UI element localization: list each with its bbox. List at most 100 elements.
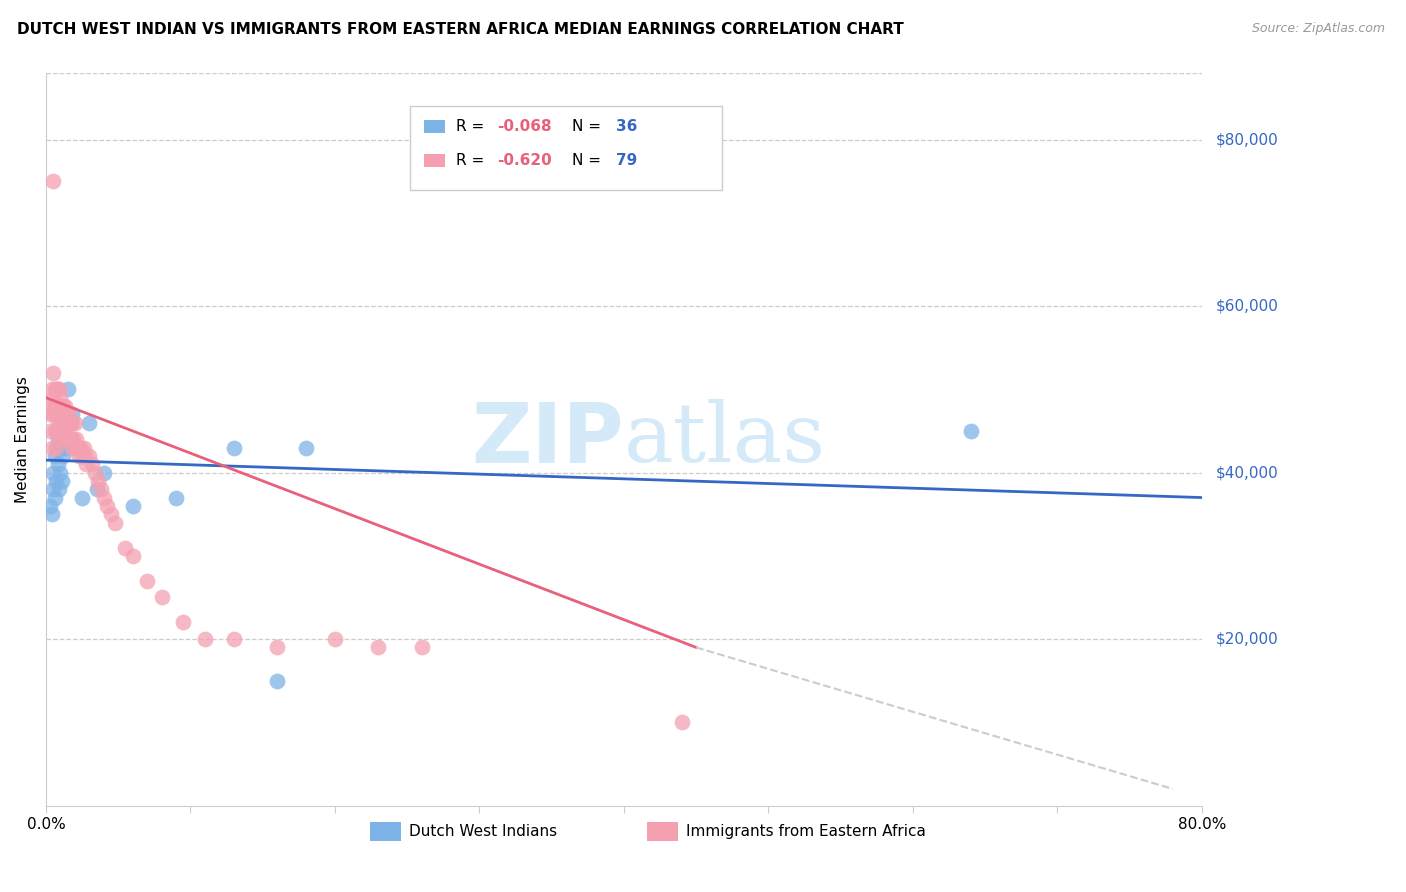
Point [45, 424, 67, 438]
Point [55, 407, 77, 421]
Point [42, 482, 65, 496]
Point [44, 382, 66, 396]
Point [45, 441, 67, 455]
Point [45, 407, 67, 421]
Text: Immigrants from Eastern Africa: Immigrants from Eastern Africa [686, 824, 927, 839]
Point [367, 640, 389, 655]
Point [41, 441, 63, 455]
Point [121, 499, 143, 513]
Point [104, 516, 127, 530]
Point [93, 466, 115, 480]
Text: -0.068: -0.068 [496, 119, 551, 134]
Point [41, 399, 63, 413]
Point [49, 432, 72, 446]
Text: 79: 79 [616, 153, 637, 169]
Text: -0.620: -0.620 [496, 153, 551, 169]
Point [52, 416, 75, 430]
Point [41, 382, 63, 396]
Point [73, 449, 96, 463]
Point [46, 399, 69, 413]
Text: $60,000: $60,000 [1216, 299, 1278, 314]
Point [323, 632, 346, 646]
Point [46, 382, 69, 396]
Point [48, 424, 70, 438]
Point [51, 474, 73, 488]
Text: Dutch West Indians: Dutch West Indians [409, 824, 557, 839]
Point [66, 441, 89, 455]
Text: N =: N = [572, 153, 606, 169]
Point [70, 449, 93, 463]
Point [58, 416, 80, 430]
Point [63, 416, 86, 430]
Point [82, 457, 104, 471]
Point [44, 424, 66, 438]
Point [959, 424, 981, 438]
Point [45, 441, 67, 455]
Point [46, 416, 69, 430]
Point [53, 399, 76, 413]
Point [60, 441, 83, 455]
Point [58, 432, 80, 446]
Point [66, 441, 89, 455]
Text: $20,000: $20,000 [1216, 632, 1278, 647]
Point [48, 482, 70, 496]
Point [59, 432, 82, 446]
Point [44, 399, 66, 413]
Point [49, 391, 72, 405]
Point [52, 424, 75, 438]
Text: R =: R = [457, 153, 489, 169]
Point [46, 432, 69, 446]
Point [114, 541, 136, 555]
Point [52, 407, 75, 421]
FancyBboxPatch shape [411, 106, 723, 190]
Text: $40,000: $40,000 [1216, 465, 1278, 480]
Point [62, 432, 84, 446]
Point [75, 457, 97, 471]
Point [60, 407, 83, 421]
Point [55, 432, 77, 446]
Point [49, 466, 72, 480]
Point [172, 615, 194, 630]
Point [51, 399, 73, 413]
Point [55, 424, 77, 438]
Text: N =: N = [572, 119, 606, 134]
Point [100, 507, 122, 521]
Point [222, 441, 245, 455]
Point [84, 466, 107, 480]
Point [65, 432, 87, 446]
Point [67, 449, 90, 463]
Point [49, 407, 72, 421]
Point [48, 424, 70, 438]
Point [60, 416, 83, 430]
Point [63, 441, 86, 455]
Point [41, 507, 63, 521]
Text: 36: 36 [616, 119, 637, 134]
Point [194, 632, 217, 646]
Point [411, 640, 433, 655]
Point [266, 673, 288, 688]
Point [48, 407, 70, 421]
Point [93, 491, 115, 505]
Text: atlas: atlas [624, 400, 825, 479]
Point [42, 366, 65, 380]
Point [39, 407, 62, 421]
Text: R =: R = [457, 119, 489, 134]
Point [39, 499, 62, 513]
Point [42, 407, 65, 421]
Point [79, 416, 101, 430]
Point [52, 449, 75, 463]
Point [70, 491, 93, 505]
FancyBboxPatch shape [425, 154, 444, 168]
Text: DUTCH WEST INDIAN VS IMMIGRANTS FROM EASTERN AFRICA MEDIAN EARNINGS CORRELATION : DUTCH WEST INDIAN VS IMMIGRANTS FROM EAS… [17, 22, 904, 37]
Point [52, 399, 75, 413]
Point [87, 474, 110, 488]
Text: Source: ZipAtlas.com: Source: ZipAtlas.com [1251, 22, 1385, 36]
Point [53, 441, 76, 455]
Y-axis label: Median Earnings: Median Earnings [15, 376, 30, 503]
Point [42, 466, 65, 480]
Point [121, 549, 143, 563]
Point [86, 482, 108, 496]
Point [44, 449, 66, 463]
Point [42, 174, 65, 188]
Point [69, 441, 91, 455]
